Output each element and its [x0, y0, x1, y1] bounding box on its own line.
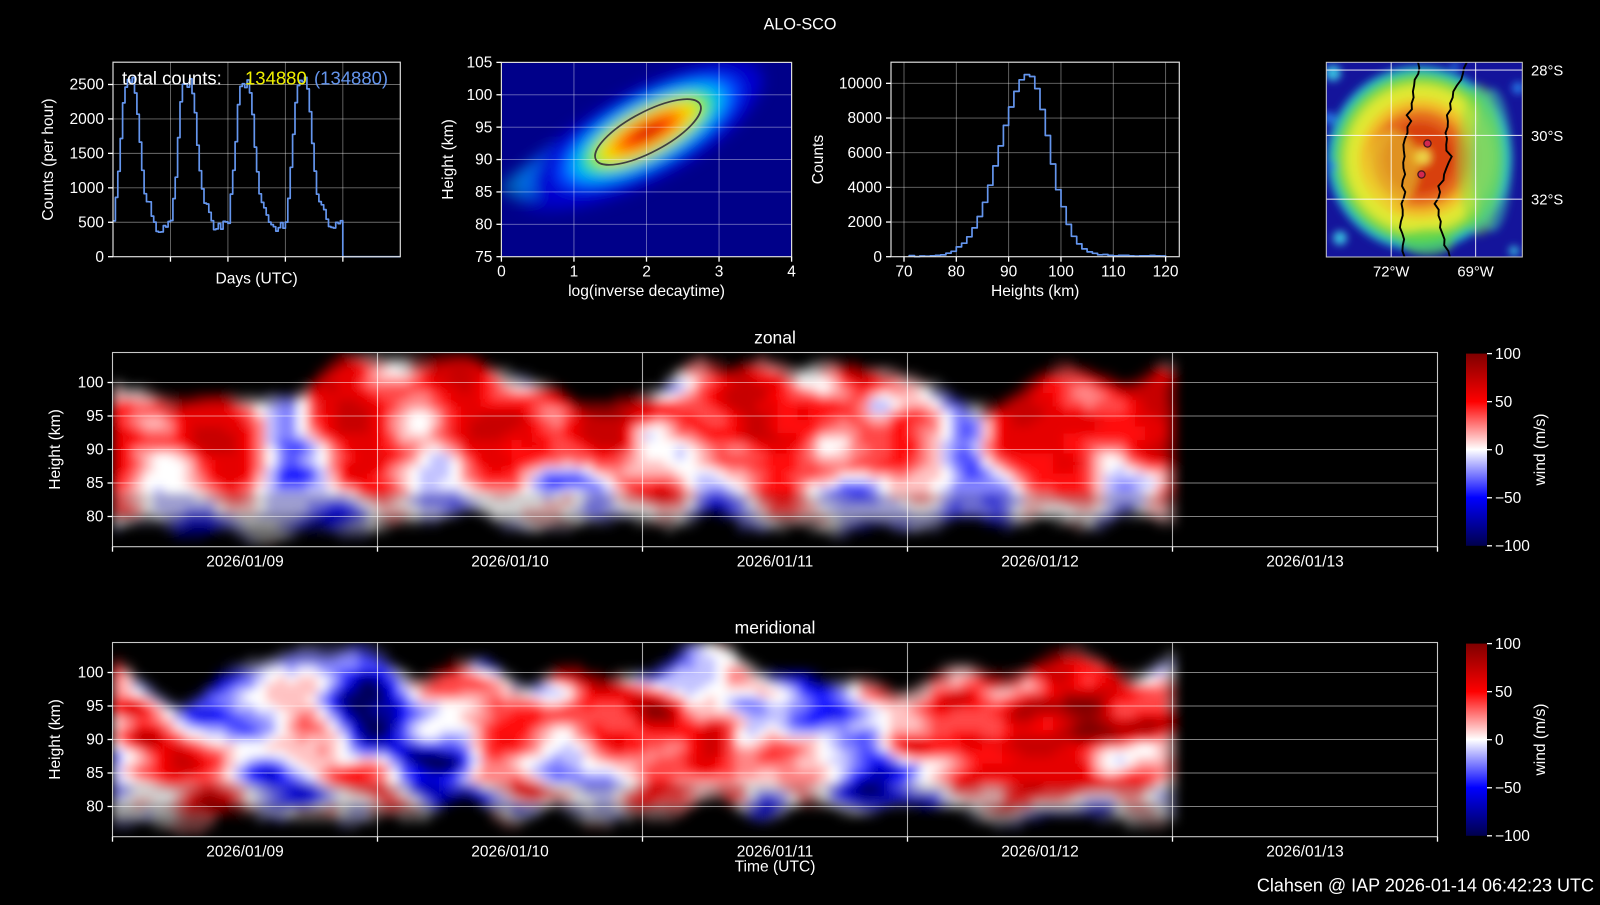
- svg-text:1500: 1500: [70, 146, 105, 163]
- svg-text:Clahsen @ IAP 2026-01-14 06:42: Clahsen @ IAP 2026-01-14 06:42:23 UTC: [1257, 876, 1594, 896]
- svg-text:100: 100: [78, 665, 104, 682]
- svg-text:100: 100: [1048, 264, 1074, 281]
- svg-text:log(inverse decaytime): log(inverse decaytime): [568, 283, 725, 300]
- svg-text:Counts: Counts: [810, 135, 827, 185]
- svg-text:1: 1: [570, 264, 579, 281]
- svg-text:0: 0: [497, 264, 506, 281]
- svg-text:100: 100: [1495, 636, 1521, 653]
- svg-text:2026/01/11: 2026/01/11: [737, 554, 813, 571]
- svg-text:−50: −50: [1495, 490, 1522, 507]
- svg-text:Heights (km): Heights (km): [991, 283, 1079, 300]
- svg-text:80: 80: [86, 799, 104, 816]
- svg-text:ALO-SCO: ALO-SCO: [764, 16, 837, 34]
- svg-text:−50: −50: [1495, 780, 1522, 797]
- svg-text:2000: 2000: [70, 111, 105, 128]
- svg-text:wind (m/s): wind (m/s): [1532, 704, 1549, 777]
- svg-text:2026/01/09: 2026/01/09: [206, 844, 284, 861]
- svg-text:2500: 2500: [70, 77, 105, 94]
- svg-text:134880: 134880: [245, 68, 307, 89]
- svg-text:wind (m/s): wind (m/s): [1532, 414, 1549, 487]
- svg-text:Days (UTC): Days (UTC): [215, 271, 297, 288]
- svg-text:85: 85: [475, 184, 492, 201]
- svg-text:Height (km): Height (km): [47, 409, 64, 490]
- svg-text:4: 4: [787, 264, 796, 281]
- svg-text:Height (km): Height (km): [47, 699, 64, 780]
- svg-text:72°W: 72°W: [1373, 265, 1409, 281]
- svg-text:500: 500: [78, 215, 104, 232]
- svg-text:50: 50: [1495, 684, 1513, 701]
- svg-text:2026/01/10: 2026/01/10: [471, 844, 549, 861]
- svg-text:2026/01/12: 2026/01/12: [1001, 554, 1079, 571]
- svg-text:0: 0: [1495, 732, 1504, 749]
- svg-text:32°S: 32°S: [1531, 193, 1563, 209]
- svg-text:2026/01/13: 2026/01/13: [1266, 844, 1344, 861]
- svg-text:70: 70: [895, 264, 913, 281]
- svg-text:100: 100: [78, 375, 104, 392]
- svg-text:120: 120: [1153, 264, 1179, 281]
- svg-text:4000: 4000: [848, 180, 883, 197]
- svg-text:8000: 8000: [848, 110, 883, 127]
- svg-text:100: 100: [467, 87, 493, 104]
- svg-text:(134880): (134880): [314, 68, 388, 89]
- svg-text:Counts (per hour): Counts (per hour): [40, 98, 57, 220]
- svg-text:Height (km): Height (km): [440, 119, 457, 200]
- svg-text:95: 95: [475, 119, 492, 136]
- svg-text:105: 105: [467, 55, 493, 72]
- svg-text:1000: 1000: [70, 180, 105, 197]
- svg-text:95: 95: [86, 698, 103, 715]
- svg-text:90: 90: [475, 152, 493, 169]
- svg-text:meridional: meridional: [735, 618, 816, 638]
- svg-text:28°S: 28°S: [1531, 64, 1563, 80]
- svg-text:−100: −100: [1495, 538, 1530, 555]
- svg-text:2: 2: [642, 264, 651, 281]
- svg-text:0: 0: [873, 249, 882, 266]
- svg-text:75: 75: [475, 249, 492, 266]
- svg-text:2026/01/09: 2026/01/09: [206, 554, 284, 571]
- svg-text:3: 3: [715, 264, 724, 281]
- svg-text:95: 95: [86, 408, 103, 425]
- svg-text:total counts:: total counts:: [122, 68, 222, 89]
- svg-text:90: 90: [1000, 264, 1018, 281]
- svg-text:2026/01/11: 2026/01/11: [737, 844, 813, 861]
- svg-text:Time (UTC): Time (UTC): [735, 859, 816, 876]
- svg-text:80: 80: [948, 264, 966, 281]
- svg-text:110: 110: [1101, 264, 1126, 281]
- svg-text:6000: 6000: [848, 145, 883, 162]
- svg-text:85: 85: [86, 765, 103, 782]
- svg-text:30°S: 30°S: [1531, 129, 1563, 145]
- svg-text:90: 90: [86, 732, 104, 749]
- svg-text:2026/01/13: 2026/01/13: [1266, 554, 1344, 571]
- svg-text:85: 85: [86, 475, 103, 492]
- svg-text:100: 100: [1495, 346, 1521, 363]
- svg-text:90: 90: [86, 442, 104, 459]
- svg-text:69°W: 69°W: [1457, 265, 1493, 281]
- svg-text:50: 50: [1495, 394, 1513, 411]
- svg-text:2000: 2000: [848, 214, 883, 231]
- svg-text:80: 80: [475, 217, 493, 234]
- svg-text:2026/01/12: 2026/01/12: [1001, 844, 1079, 861]
- svg-text:zonal: zonal: [754, 328, 796, 348]
- svg-text:0: 0: [1495, 442, 1504, 459]
- svg-text:2026/01/10: 2026/01/10: [471, 554, 549, 571]
- svg-text:80: 80: [86, 509, 104, 526]
- svg-text:0: 0: [95, 249, 104, 266]
- svg-text:−100: −100: [1495, 828, 1530, 845]
- svg-text:10000: 10000: [839, 76, 882, 93]
